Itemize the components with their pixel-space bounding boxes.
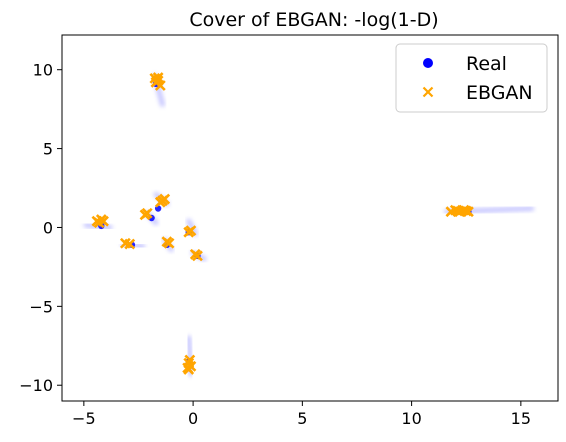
y-tick-label: 0 [43,218,53,237]
plot-frame [61,34,559,402]
x-stroke [141,207,153,219]
legend-x-glyph [422,86,434,98]
ebgan-series [91,72,474,375]
ebgan-point [184,354,196,366]
y-axis-ticks: −10 −5 0 5 10 [19,61,62,395]
x-tick-label: −5 [72,409,96,428]
x-stroke [154,196,166,208]
legend: Real EBGAN [395,43,548,113]
x-tick-label: 0 [188,409,198,428]
y-tick-label: 5 [43,140,53,159]
x-tick-label: 5 [297,409,307,428]
x-tick-label: 10 [401,409,421,428]
y-tick-label: −5 [29,297,53,316]
x-stroke [183,226,195,238]
ebgan-point [124,238,136,250]
x-stroke [98,215,109,227]
y-tick-label: 10 [33,61,53,80]
x-stroke [189,248,201,260]
ebgan-point [154,196,166,208]
x-axis-ticks: −5 0 5 10 15 [72,401,531,428]
x-stroke [452,205,463,217]
x-stroke [422,86,434,98]
x-stroke [460,205,472,217]
ebgan-point [189,248,201,260]
legend-box [395,43,548,113]
x-stroke [184,354,196,366]
ebgan-point [460,205,472,217]
x-stroke [182,362,194,374]
legend-ebgan-label: EBGAN [466,82,533,104]
ebgan-point [452,205,463,217]
legend-real-marker [423,58,433,68]
ebgan-point [141,207,153,219]
x-stroke [163,237,175,249]
ebgan-point [163,237,175,249]
chart-title: Cover of EBGAN: -log(1-D) [189,9,438,31]
x-stroke [119,237,131,249]
x-stroke [154,80,166,91]
ebgan-point [182,362,194,374]
ebgan-point [149,72,161,84]
legend-real-label: Real [466,53,507,75]
legend-ebgan-marker [422,86,434,98]
x-tick-label: 15 [511,409,531,428]
ebgan-point [98,215,109,227]
x-stroke [124,238,136,250]
ebgan-point [183,226,195,238]
x-stroke [149,72,161,84]
real-density-smear [83,222,113,230]
y-tick-label: −10 [19,376,53,395]
